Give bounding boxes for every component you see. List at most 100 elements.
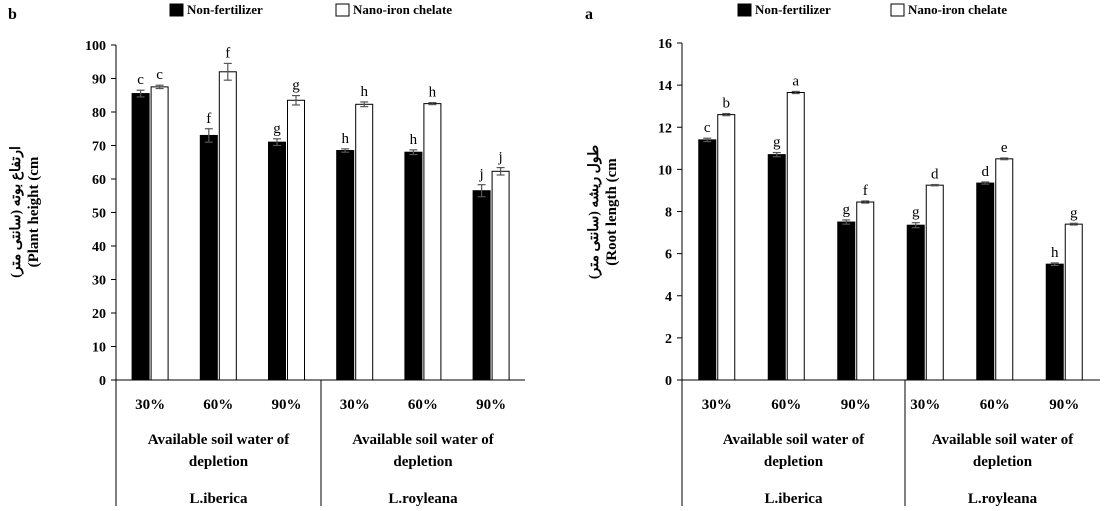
y-tick-label: 10 — [92, 341, 106, 356]
significance-letter: h — [1051, 245, 1059, 261]
significance-letter: j — [479, 167, 484, 183]
bar-nano-iron-chelate — [856, 201, 875, 381]
x-species-label: L.iberica — [190, 491, 248, 506]
x-category-label: 90% — [476, 397, 506, 413]
y-axis-title: (Root length (cm — [604, 158, 620, 266]
bar-nano-iron-chelate — [491, 170, 510, 381]
significance-letter: g — [273, 121, 281, 137]
significance-letter: h — [429, 85, 437, 101]
significance-letter: h — [341, 131, 349, 147]
y-tick-label: 0 — [665, 374, 672, 389]
y-axis-title-persian: ارتفاع بوته (سانتی متر) — [9, 146, 24, 278]
legend-swatch-nano-iron-chelate — [890, 3, 905, 17]
bar-non-fertilizer — [1045, 263, 1064, 381]
significance-letter: a — [792, 73, 799, 89]
x-group-label: Available soil water of — [932, 432, 1075, 448]
significance-letter: f — [206, 111, 211, 127]
significance-letter: h — [360, 84, 368, 100]
legend-label: Non-fertilizer — [755, 2, 831, 17]
bar-non-fertilizer — [404, 151, 423, 381]
panel-label: a — [585, 6, 593, 23]
bar-non-fertilizer — [472, 190, 491, 381]
y-tick-label: 12 — [658, 121, 672, 136]
y-tick-label: 40 — [92, 240, 106, 255]
x-category-label: 90% — [1049, 397, 1079, 413]
y-tick-label: 4 — [665, 290, 672, 305]
significance-letter: f — [225, 45, 230, 61]
x-category-label: 90% — [272, 397, 302, 413]
legend-label: Non-fertilizer — [187, 2, 263, 17]
bar-nano-iron-chelate — [925, 184, 944, 381]
significance-letter: g — [292, 78, 300, 94]
significance-letter: c — [156, 67, 163, 83]
legend-label: Nano-iron chelate — [353, 2, 452, 17]
x-group-label: Available soil water of — [148, 432, 291, 448]
x-species-label: L.iberica — [765, 491, 823, 506]
x-category-label: 30% — [135, 397, 165, 413]
x-category-label: 60% — [408, 397, 438, 413]
y-tick-label: 100 — [85, 39, 106, 54]
bar-non-fertilizer — [767, 154, 786, 381]
x-group-label: Available soil water of — [352, 432, 495, 448]
bar-nano-iron-chelate — [717, 114, 736, 381]
x-category-label: 90% — [841, 397, 871, 413]
y-tick-label: 6 — [665, 248, 672, 263]
y-tick-label: 70 — [92, 140, 106, 155]
y-axis-title-persian: طول ریشه (سانتی متر) — [587, 145, 602, 279]
x-category-label: 60% — [980, 397, 1010, 413]
x-category-label: 30% — [702, 397, 732, 413]
y-tick-label: 8 — [665, 206, 672, 221]
x-species-label: L.royleana — [388, 491, 458, 506]
significance-letter: g — [1070, 205, 1078, 221]
significance-letter: d — [982, 164, 990, 180]
significance-letter: c — [137, 72, 144, 88]
significance-letter: e — [1001, 140, 1008, 156]
y-tick-label: 90 — [92, 73, 106, 88]
bar-non-fertilizer — [268, 141, 286, 381]
significance-letter: c — [704, 120, 711, 136]
bar-non-fertilizer — [837, 221, 856, 381]
bar-non-fertilizer — [976, 182, 995, 381]
bar-nano-iron-chelate — [1064, 223, 1083, 381]
y-tick-label: 50 — [92, 207, 106, 222]
x-group-label: depletion — [393, 454, 453, 470]
x-category-label: 30% — [340, 397, 370, 413]
significance-letter: b — [723, 96, 731, 112]
bar-non-fertilizer — [698, 139, 717, 381]
legend-swatch-non-fertilizer — [169, 3, 184, 17]
legend-swatch-nano-iron-chelate — [335, 3, 350, 17]
significance-letter: d — [931, 167, 939, 183]
legend-label: Nano-iron chelate — [908, 2, 1007, 17]
bar-non-fertilizer — [336, 150, 355, 381]
bar-nano-iron-chelate — [995, 158, 1014, 381]
y-tick-label: 10 — [658, 163, 672, 178]
y-tick-label: 80 — [92, 106, 106, 121]
bar-nano-iron-chelate — [423, 103, 442, 381]
bar-nano-iron-chelate — [786, 91, 805, 381]
bar-nano-iron-chelate — [218, 71, 237, 381]
x-group-label: depletion — [973, 454, 1033, 470]
bar-non-fertilizer — [199, 134, 218, 381]
significance-letter: h — [410, 132, 418, 148]
bar-nano-iron-chelate — [287, 99, 305, 381]
significance-letter: j — [498, 150, 503, 166]
x-category-label: 60% — [203, 397, 233, 413]
y-axis-title: (Plant height (cm — [26, 156, 42, 267]
x-group-label: depletion — [764, 454, 824, 470]
significance-letter: g — [912, 205, 920, 221]
y-tick-label: 30 — [92, 274, 106, 289]
x-species-label: L.royleana — [968, 491, 1038, 506]
bar-nano-iron-chelate — [355, 103, 374, 381]
y-tick-label: 2 — [665, 332, 672, 347]
x-category-label: 30% — [910, 397, 940, 413]
bar-non-fertilizer — [906, 224, 925, 381]
significance-letter: g — [843, 202, 851, 218]
x-group-label: Available soil water of — [723, 432, 866, 448]
x-group-label: depletion — [189, 454, 249, 470]
y-tick-label: 14 — [658, 79, 672, 94]
y-tick-label: 0 — [99, 374, 106, 389]
y-tick-label: 16 — [658, 37, 672, 52]
significance-letter: g — [773, 135, 781, 151]
